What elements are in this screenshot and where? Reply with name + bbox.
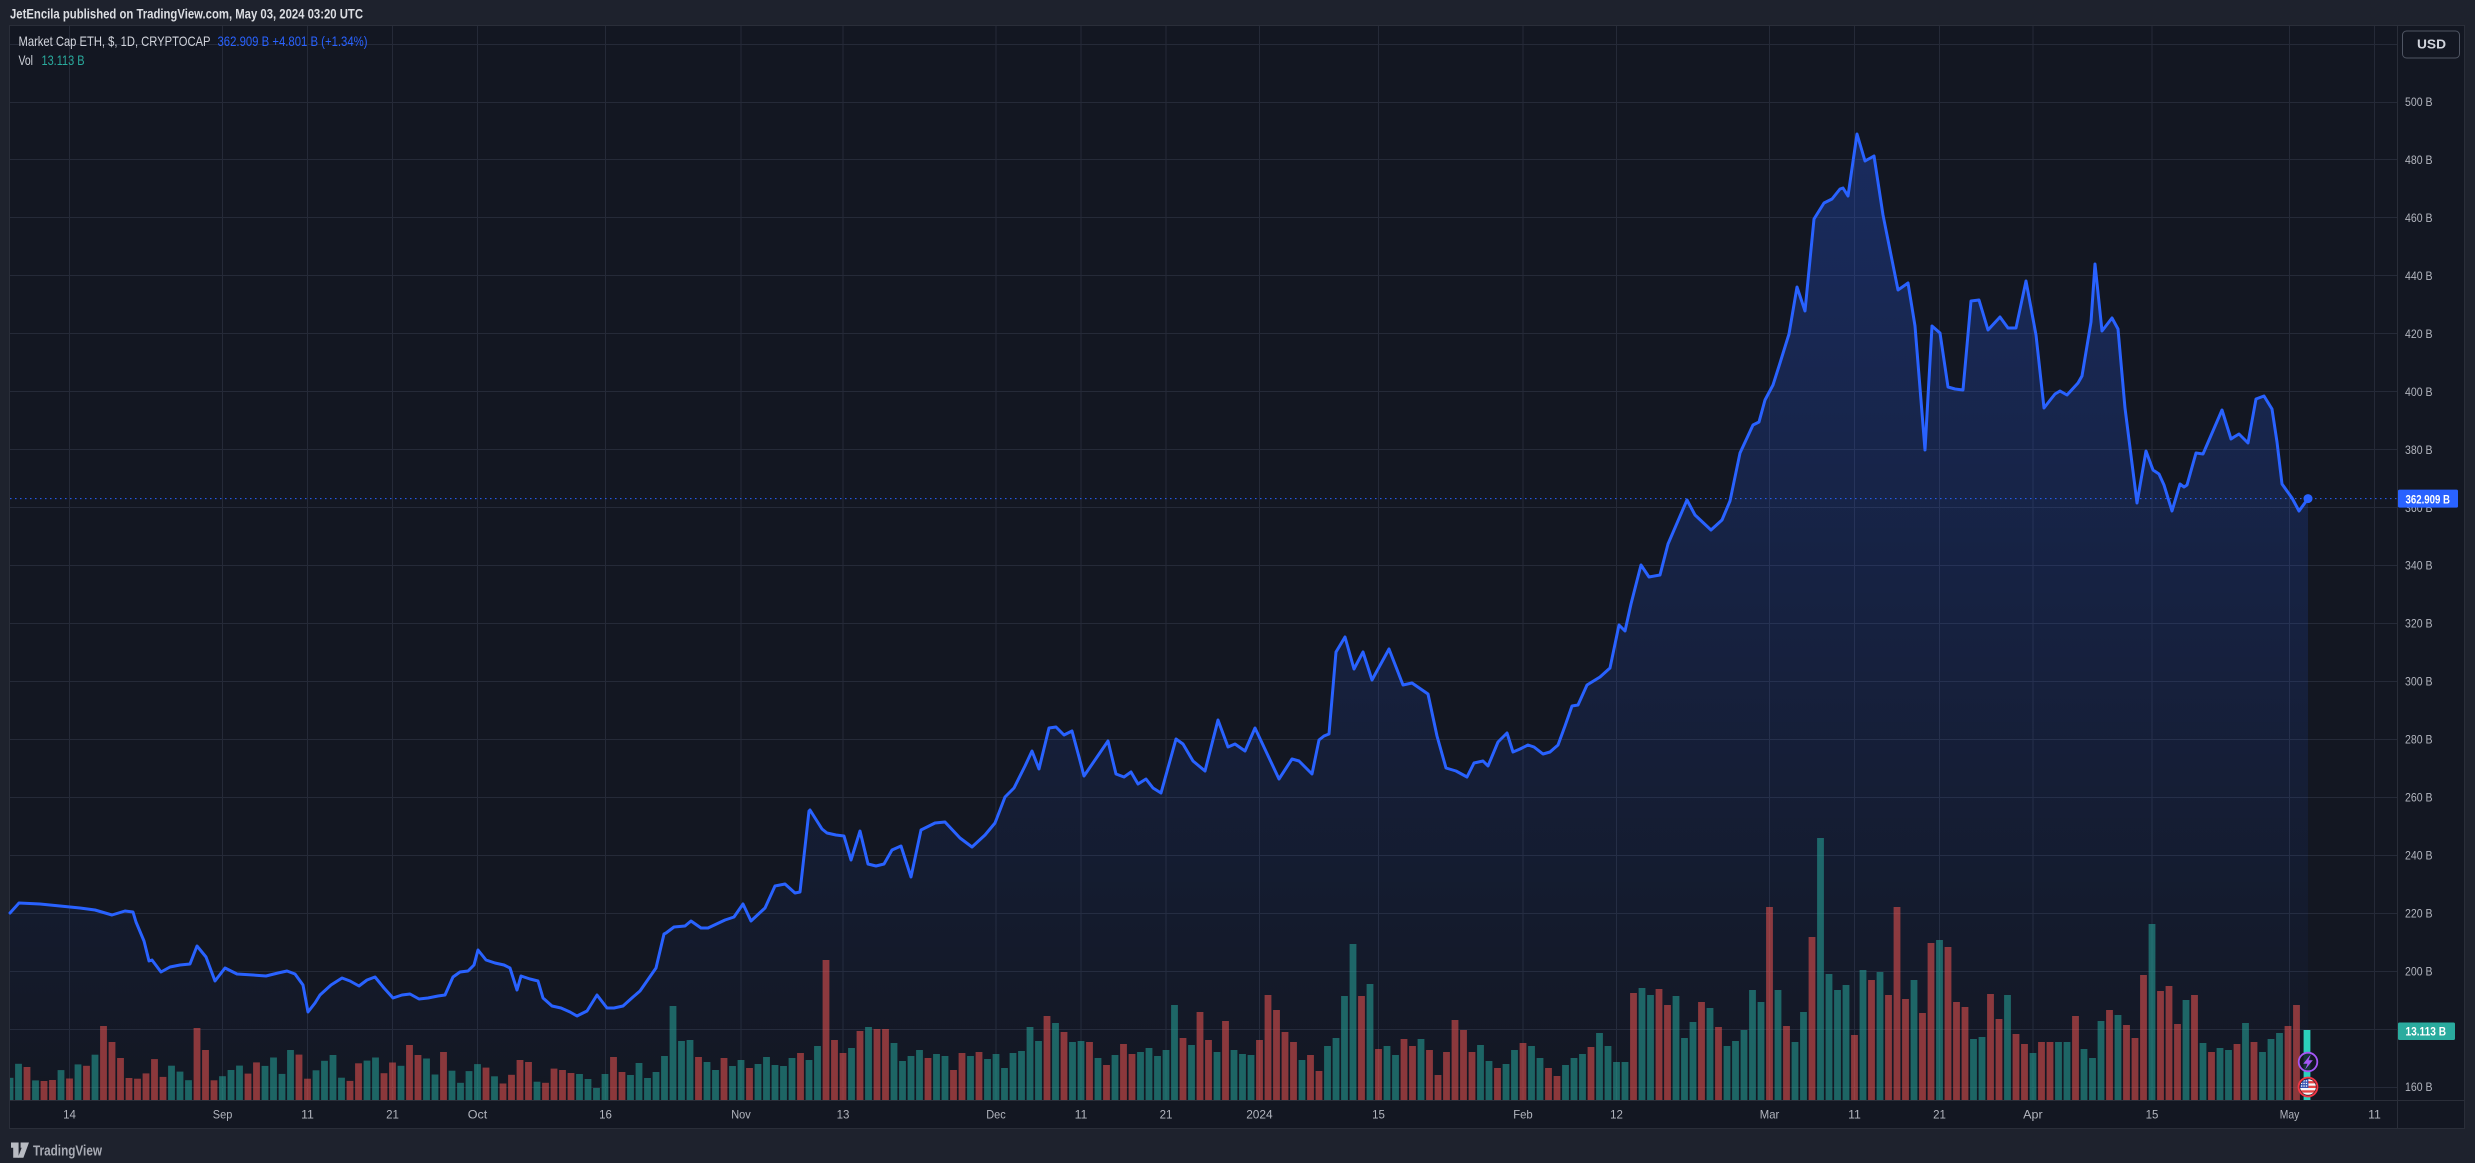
svg-text:Oct: Oct	[468, 1108, 488, 1122]
svg-text:11: 11	[301, 1108, 314, 1122]
svg-text:220 B: 220 B	[2405, 906, 2433, 920]
svg-text:14: 14	[63, 1108, 76, 1122]
svg-text:Sep: Sep	[213, 1108, 233, 1122]
svg-text:11: 11	[1075, 1108, 1088, 1122]
svg-text:Apr: Apr	[2023, 1108, 2043, 1122]
svg-text:Vol: Vol	[19, 52, 34, 68]
svg-text:15: 15	[1372, 1108, 1385, 1122]
svg-text:340 B: 340 B	[2405, 559, 2433, 573]
svg-text:260 B: 260 B	[2405, 791, 2433, 805]
svg-text:420 B: 420 B	[2405, 327, 2433, 341]
svg-text:USD: USD	[2417, 38, 2446, 52]
svg-text:15: 15	[2146, 1108, 2159, 1122]
svg-text:13.113 B: 13.113 B	[42, 52, 85, 68]
svg-text:12: 12	[1610, 1108, 1623, 1122]
svg-text:480 B: 480 B	[2405, 153, 2433, 167]
svg-text:21: 21	[1160, 1108, 1173, 1122]
svg-text:16: 16	[599, 1108, 612, 1122]
svg-text:TradingView: TradingView	[33, 1143, 102, 1160]
svg-text:Feb: Feb	[1513, 1108, 1533, 1122]
svg-text:160 B: 160 B	[2405, 1080, 2433, 1094]
svg-text:Nov: Nov	[731, 1108, 751, 1122]
svg-text:13.113 B: 13.113 B	[2406, 1025, 2447, 1039]
svg-text:440 B: 440 B	[2405, 269, 2433, 283]
svg-text:2024: 2024	[1246, 1108, 1273, 1122]
svg-text:362.909 B: 362.909 B	[2406, 492, 2451, 506]
svg-text:21: 21	[1933, 1108, 1946, 1122]
svg-text:11: 11	[2368, 1108, 2381, 1122]
svg-text:Mar: Mar	[1760, 1108, 1780, 1122]
svg-text:500 B: 500 B	[2405, 95, 2433, 109]
svg-text:320 B: 320 B	[2405, 617, 2433, 631]
svg-text:13: 13	[837, 1108, 850, 1122]
svg-text:Dec: Dec	[986, 1108, 1006, 1122]
svg-text:21: 21	[386, 1108, 399, 1122]
svg-text:300 B: 300 B	[2405, 675, 2433, 689]
svg-text:280 B: 280 B	[2405, 733, 2433, 747]
svg-text:400 B: 400 B	[2405, 385, 2433, 399]
svg-text:Market Cap ETH, $, 1D, CRYPTOC: Market Cap ETH, $, 1D, CRYPTOCAP	[19, 33, 211, 49]
svg-text:May: May	[2280, 1108, 2300, 1122]
svg-text:JetEncila published on Trading: JetEncila published on TradingView.com, …	[10, 6, 363, 22]
svg-text:380 B: 380 B	[2405, 443, 2433, 457]
svg-text:460 B: 460 B	[2405, 211, 2433, 225]
svg-text:362.909 B +4.801 B (+1.34%): 362.909 B +4.801 B (+1.34%)	[218, 33, 368, 49]
svg-text:240 B: 240 B	[2405, 848, 2433, 862]
svg-text:11: 11	[1848, 1108, 1861, 1122]
svg-text:200 B: 200 B	[2405, 964, 2433, 978]
